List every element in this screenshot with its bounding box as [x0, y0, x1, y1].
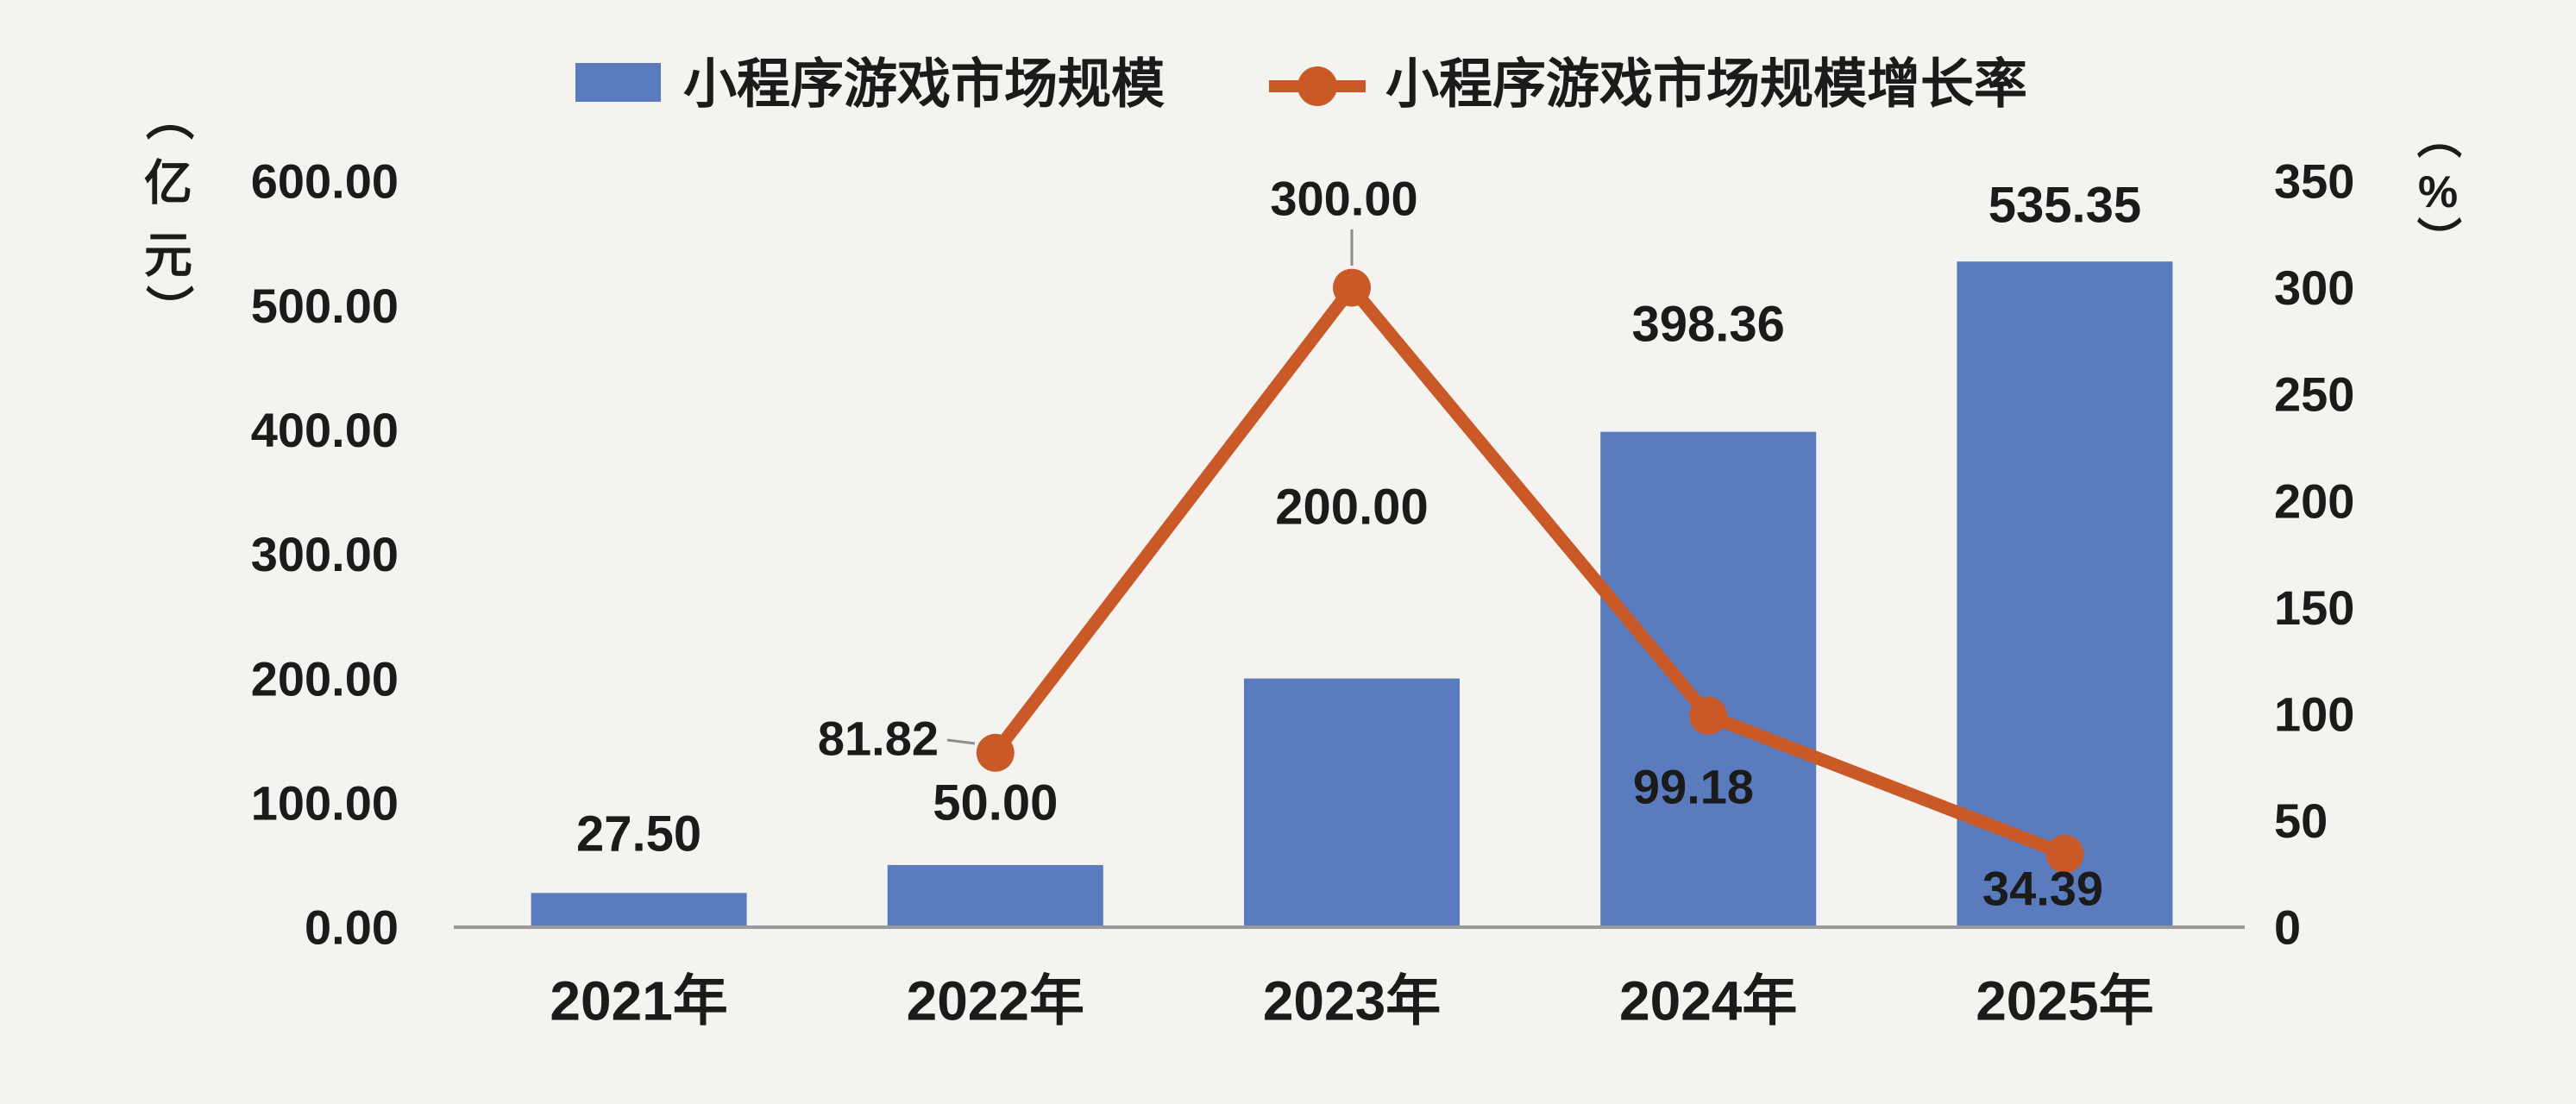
y-axis-right: 350 300 250 200 150 100 50 0 [2274, 154, 2354, 955]
y-axis-right-unit-char: （ [2412, 114, 2462, 159]
x-axis-label: 2023年 [1263, 969, 1441, 1032]
y-axis-right-unit-char: ） [2412, 216, 2462, 261]
growth-value-label: 81.82 [818, 712, 939, 766]
y-axis-left-tick: 0.00 [305, 900, 399, 955]
legend-line-dot-icon [1297, 66, 1337, 106]
y-axis-right-tick: 150 [2274, 580, 2354, 635]
bar-value-label: 398.36 [1631, 296, 1784, 352]
y-axis-right-tick: 250 [2274, 367, 2354, 422]
legend-label: 小程序游戏市场规模 [683, 55, 1165, 115]
bar-series [531, 261, 2173, 928]
legend-item-market-size: 小程序游戏市场规模 [575, 55, 1165, 115]
bar-value-label: 50.00 [933, 775, 1058, 831]
y-axis-right-tick: 200 [2274, 474, 2354, 528]
growth-line [989, 281, 2071, 861]
y-axis-left-tick: 100.00 [251, 775, 399, 830]
bar-value-labels: 27.50 50.00 200.00 398.36 535.35 [576, 177, 2141, 862]
y-axis-right-tick: 100 [2274, 687, 2354, 741]
legend: 小程序游戏市场规模 小程序游戏市场规模增长率 [575, 55, 2027, 115]
bar-value-label: 27.50 [576, 806, 701, 862]
x-axis-label: 2022年 [907, 969, 1084, 1032]
bar-value-label: 535.35 [1989, 177, 2141, 233]
label-leader-line [946, 738, 976, 745]
y-axis-left-tick: 200.00 [251, 651, 399, 706]
x-axis-label: 2025年 [1976, 969, 2153, 1032]
y-axis-left-tick: 500.00 [251, 279, 399, 333]
y-axis-left-tick: 300.00 [251, 527, 399, 581]
bar-2021 [531, 893, 747, 927]
y-axis-left-unit-char: ） [141, 285, 195, 333]
growth-line-marker-2023 [1333, 268, 1371, 307]
y-axis-left-tick: 400.00 [251, 403, 399, 457]
bar-2025 [1957, 261, 2173, 927]
y-axis-left-unit-char: 亿 [144, 156, 192, 210]
y-axis-right-unit: （%） [2412, 114, 2462, 261]
bar-2024 [1600, 431, 1817, 928]
bar-2023 [1244, 678, 1460, 927]
growth-line-marker-2025 [2045, 835, 2084, 874]
legend-bar-swatch [575, 63, 661, 102]
x-axis-labels: 2021年 2022年 2023年 2024年 2025年 [550, 969, 2153, 1032]
y-axis-left-unit-char: （ [141, 92, 195, 141]
y-axis-left-tick: 600.00 [251, 154, 399, 209]
legend-item-growth-rate: 小程序游戏市场规模增长率 [1269, 55, 2027, 115]
y-axis-right-tick: 300 [2274, 260, 2354, 315]
growth-value-label: 99.18 [1633, 760, 1754, 814]
y-axis-left-unit: （ 亿元） [141, 92, 195, 333]
y-axis-right-unit-char: % [2418, 167, 2458, 217]
y-axis-right-tick: 350 [2274, 154, 2354, 209]
y-axis-right-tick: 50 [2274, 794, 2328, 848]
bar-value-label: 200.00 [1275, 479, 1428, 535]
legend-label: 小程序游戏市场规模增长率 [1385, 55, 2027, 115]
growth-value-labels: 81.82 300.00 99.18 34.39 [818, 172, 2103, 916]
bar-2022 [887, 864, 1103, 927]
growth-value-label: 34.39 [1982, 862, 2103, 916]
y-axis-right-tick: 0 [2274, 900, 2301, 955]
growth-line-marker-2024 [1689, 696, 1728, 735]
y-axis-left-unit-char: 元 [144, 229, 192, 283]
x-axis-label: 2024年 [1619, 969, 1797, 1032]
growth-line-marker-2022 [976, 733, 1015, 772]
growth-value-label: 300.00 [1270, 172, 1417, 226]
x-axis-label: 2021年 [550, 969, 727, 1032]
y-axis-left: 600.00 500.00 400.00 300.00 200.00 100.00 0.00 [251, 154, 399, 955]
